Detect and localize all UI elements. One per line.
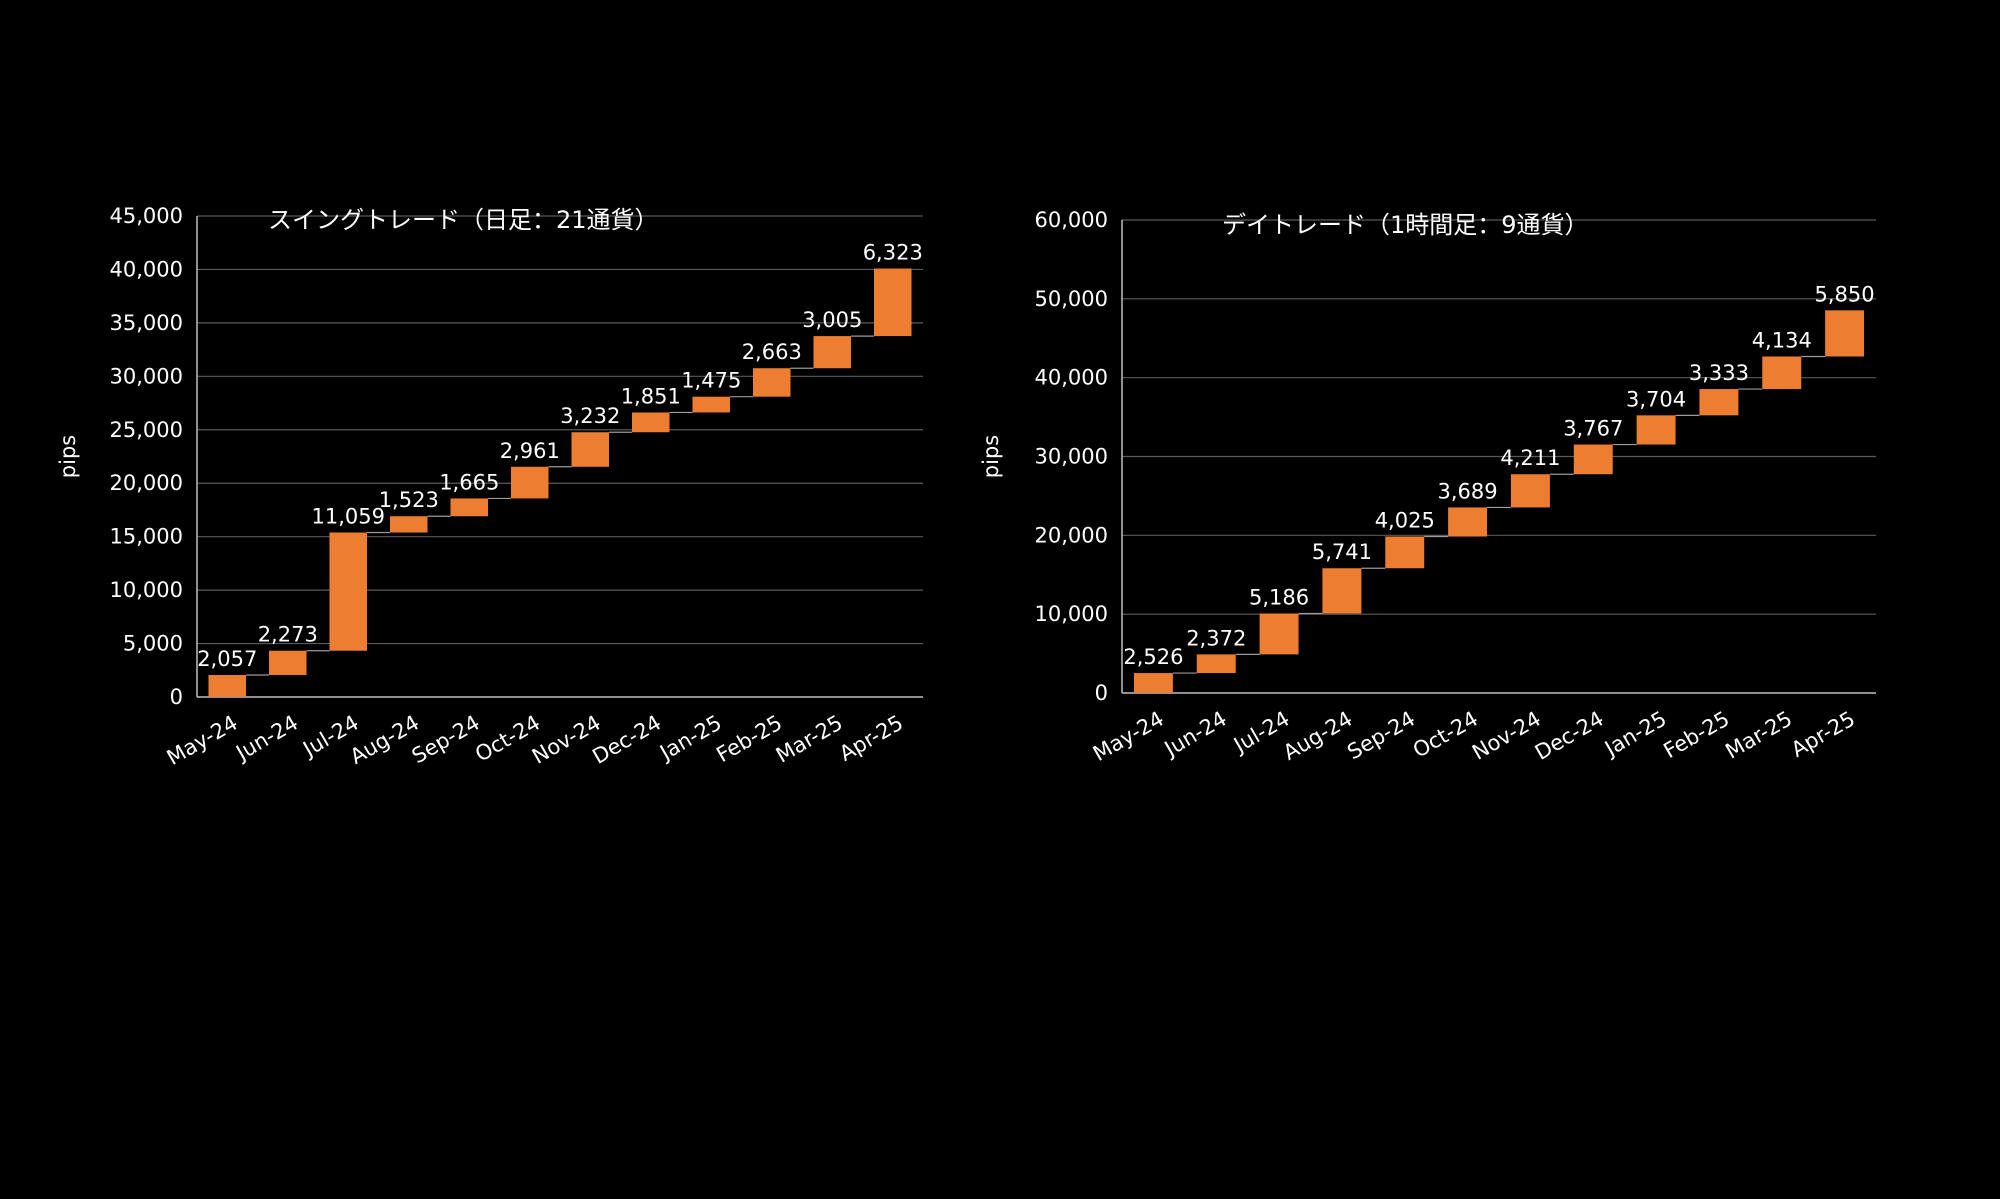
data-label: 4,211 bbox=[1500, 446, 1560, 470]
data-label: 1,665 bbox=[439, 470, 499, 494]
data-label: 5,850 bbox=[1815, 282, 1875, 306]
data-label: 11,059 bbox=[312, 505, 385, 529]
waterfall-bar bbox=[1196, 654, 1236, 674]
x-tick-label: Jun-24 bbox=[1159, 707, 1231, 762]
data-label: 2,372 bbox=[1186, 626, 1246, 650]
data-label: 3,689 bbox=[1438, 479, 1498, 503]
data-label: 2,961 bbox=[500, 439, 560, 463]
x-tick-label: Oct-24 bbox=[1409, 707, 1482, 763]
data-label: 1,523 bbox=[379, 488, 439, 512]
data-label: 5,741 bbox=[1312, 540, 1372, 564]
y-tick-label: 20,000 bbox=[1035, 523, 1108, 547]
waterfall-bar bbox=[450, 498, 489, 517]
y-tick-label: 0 bbox=[1095, 681, 1108, 705]
x-tick-label: Apr-25 bbox=[835, 711, 907, 766]
waterfall-bar bbox=[813, 336, 852, 369]
waterfall-bar bbox=[1322, 568, 1362, 614]
waterfall-bar bbox=[1573, 444, 1613, 475]
data-label: 2,526 bbox=[1123, 645, 1183, 669]
y-tick-label: 30,000 bbox=[1035, 445, 1108, 469]
x-tick-label: Jun-24 bbox=[230, 711, 302, 766]
x-tick-label: May-24 bbox=[163, 711, 242, 770]
waterfall-bar bbox=[1636, 415, 1676, 445]
y-tick-label: 20,000 bbox=[110, 471, 183, 495]
x-tick-label: Mar-25 bbox=[772, 711, 847, 768]
y-tick-label: 50,000 bbox=[1035, 287, 1108, 311]
data-label: 4,025 bbox=[1375, 509, 1435, 533]
data-label: 2,663 bbox=[742, 340, 802, 364]
y-tick-label: 10,000 bbox=[1035, 602, 1108, 626]
x-tick-label: Dec-24 bbox=[1531, 707, 1608, 765]
waterfall-bar bbox=[571, 432, 610, 467]
data-label: 1,851 bbox=[621, 384, 681, 408]
waterfall-bar bbox=[1510, 474, 1550, 508]
data-label: 2,273 bbox=[258, 623, 318, 647]
waterfall-bar bbox=[873, 268, 912, 337]
y-tick-label: 40,000 bbox=[110, 257, 183, 281]
waterfall-bar bbox=[389, 516, 428, 533]
waterfall-bar bbox=[208, 675, 247, 697]
x-tick-label: Aug-24 bbox=[1279, 707, 1356, 765]
y-tick-label: 35,000 bbox=[110, 311, 183, 335]
x-tick-label: Feb-25 bbox=[712, 711, 786, 768]
x-tick-label: Mar-25 bbox=[1721, 707, 1796, 764]
y-tick-label: 30,000 bbox=[110, 364, 183, 388]
chart-title: スイングトレード（日足：21通貨） bbox=[268, 206, 659, 234]
data-label: 4,134 bbox=[1752, 328, 1812, 352]
data-label: 3,232 bbox=[560, 404, 620, 428]
x-tick-label: Aug-24 bbox=[346, 711, 423, 769]
waterfall-bar bbox=[510, 466, 549, 499]
y-tick-label: 25,000 bbox=[110, 418, 183, 442]
y-tick-label: 10,000 bbox=[110, 578, 183, 602]
waterfall-bar bbox=[631, 412, 670, 433]
y-tick-label: 45,000 bbox=[110, 204, 183, 228]
data-label: 3,005 bbox=[802, 308, 862, 332]
waterfall-bar bbox=[1825, 310, 1865, 357]
data-label: 3,333 bbox=[1689, 361, 1749, 385]
waterfall-bar bbox=[1699, 389, 1739, 416]
x-tick-label: Jan-25 bbox=[1599, 707, 1670, 762]
data-label: 2,057 bbox=[197, 647, 257, 671]
waterfall-bar bbox=[692, 396, 731, 413]
y-tick-label: 40,000 bbox=[1035, 366, 1108, 390]
data-label: 1,475 bbox=[681, 369, 741, 393]
waterfall-bar bbox=[329, 532, 368, 651]
x-tick-label: Jan-25 bbox=[654, 711, 725, 766]
chart-2: 0 10,000 20,000 30,000 40,000 50,000 60,000 pip… bbox=[979, 208, 1876, 766]
waterfall-bar bbox=[1448, 507, 1488, 537]
x-tick-label: Sep-24 bbox=[408, 711, 484, 769]
data-label: 3,704 bbox=[1626, 387, 1686, 411]
data-label: 5,186 bbox=[1249, 586, 1309, 610]
waterfall-bar bbox=[1259, 613, 1299, 655]
waterfall-bar bbox=[268, 650, 307, 676]
y-axis-label: pips bbox=[56, 435, 80, 478]
x-tick-label: May-24 bbox=[1089, 707, 1168, 766]
y-tick-label: 15,000 bbox=[110, 525, 183, 549]
data-label: 3,767 bbox=[1563, 417, 1623, 441]
x-tick-label: Sep-24 bbox=[1343, 707, 1419, 765]
y-tick-label: 5,000 bbox=[123, 632, 183, 656]
y-tick-label: 0 bbox=[170, 685, 183, 709]
chart-title: デイトレード（1時間足：9通貨） bbox=[1222, 211, 1589, 239]
waterfall-bar bbox=[1385, 536, 1425, 569]
x-tick-label: Dec-24 bbox=[588, 711, 665, 769]
chart-1: 0 5,000 10,000 15,000 20,000 25,000 30,000 35,0… bbox=[56, 204, 923, 770]
y-tick-label: 60,000 bbox=[1035, 208, 1108, 232]
x-tick-label: Nov-24 bbox=[528, 711, 605, 769]
y-axis-label: pips bbox=[979, 435, 1003, 478]
x-tick-label: Apr-25 bbox=[1787, 707, 1859, 762]
x-tick-label: Nov-24 bbox=[1468, 707, 1545, 765]
waterfall-bar bbox=[752, 368, 791, 397]
waterfall-bar bbox=[1133, 673, 1173, 693]
x-tick-label: Feb-25 bbox=[1660, 707, 1734, 764]
data-label: 6,323 bbox=[863, 241, 923, 265]
waterfall-bar bbox=[1762, 356, 1802, 390]
